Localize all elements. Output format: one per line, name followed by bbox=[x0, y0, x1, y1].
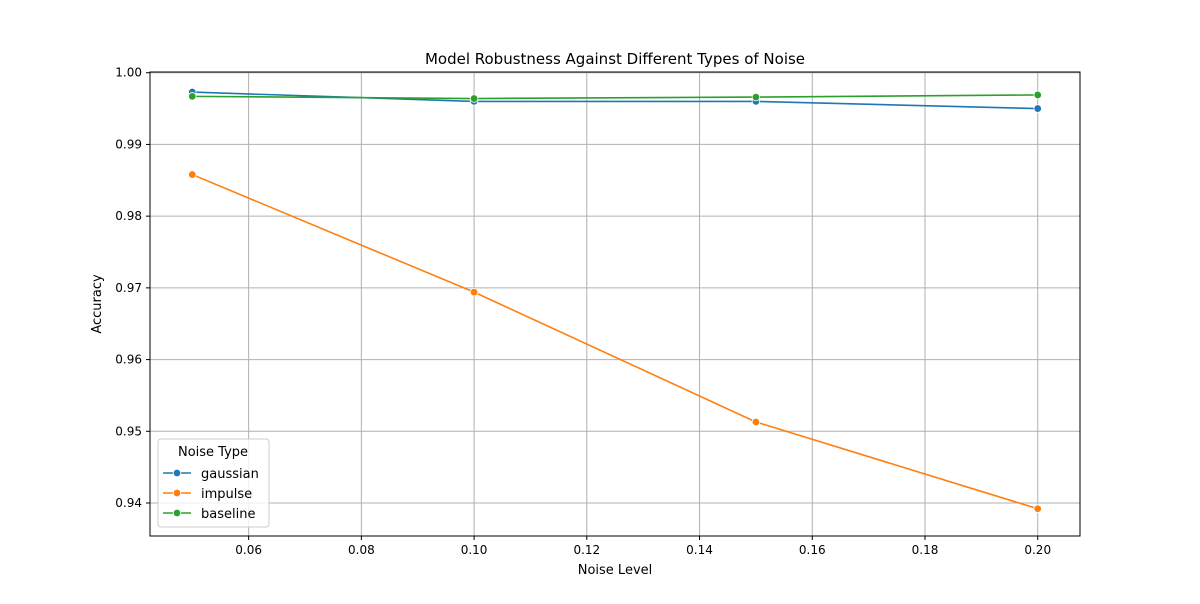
grid bbox=[150, 72, 1080, 536]
y-tick-label: 0.95 bbox=[115, 424, 142, 438]
data-point-baseline bbox=[751, 92, 761, 102]
legend: Noise Type gaussian impulse baseline bbox=[157, 438, 270, 528]
chart-title: Model Robustness Against Different Types… bbox=[425, 50, 805, 68]
series-impulse bbox=[188, 170, 1042, 513]
data-point-impulse bbox=[188, 170, 197, 179]
x-tick-label: 0.16 bbox=[799, 543, 826, 557]
y-axis-label: Accuracy bbox=[90, 274, 105, 334]
x-tick-label: 0.08 bbox=[348, 543, 375, 557]
y-tick-label: 0.98 bbox=[115, 209, 142, 223]
legend-marker-impulse bbox=[172, 488, 182, 498]
plot-frame bbox=[149, 71, 1081, 537]
y-axis: 0.94 0.95 0.96 0.97 0.98 0.99 1.00 bbox=[115, 66, 150, 510]
data-point-impulse bbox=[751, 417, 761, 427]
data-point-baseline bbox=[469, 94, 479, 103]
x-tick-label: 0.20 bbox=[1024, 543, 1051, 557]
series-group bbox=[188, 87, 1042, 513]
x-tick-label: 0.14 bbox=[686, 543, 713, 557]
y-tick-label: 0.94 bbox=[115, 496, 142, 510]
y-tick-label: 0.96 bbox=[115, 353, 142, 367]
x-tick-label: 0.06 bbox=[235, 543, 262, 557]
data-point-baseline bbox=[1033, 90, 1042, 100]
data-point-impulse bbox=[1033, 504, 1042, 513]
data-point-impulse bbox=[469, 287, 479, 297]
series-baseline bbox=[188, 90, 1042, 103]
x-axis: 0.06 0.08 0.10 0.12 0.14 0.16 0.18 0.20 bbox=[235, 536, 1051, 557]
legend-marker-baseline bbox=[172, 508, 182, 518]
y-tick-label: 0.99 bbox=[115, 137, 142, 151]
data-point-baseline bbox=[188, 92, 197, 101]
y-tick-label: 1.00 bbox=[115, 66, 142, 80]
x-axis-label: Noise Level bbox=[578, 563, 653, 578]
series-line-impulse bbox=[191, 173, 1038, 510]
legend-label-baseline: baseline bbox=[201, 507, 255, 522]
legend-title: Noise Type bbox=[178, 445, 248, 460]
legend-label-gaussian: gaussian bbox=[201, 467, 259, 482]
legend-box bbox=[157, 438, 270, 528]
x-tick-label: 0.10 bbox=[461, 543, 488, 557]
x-tick-label: 0.18 bbox=[912, 543, 939, 557]
series-line-baseline bbox=[192, 94, 1038, 100]
legend-label-impulse: impulse bbox=[201, 487, 252, 502]
data-point-gaussian bbox=[1033, 104, 1042, 113]
x-tick-label: 0.12 bbox=[573, 543, 600, 557]
y-tick-label: 0.97 bbox=[115, 281, 142, 295]
legend-marker-gaussian bbox=[172, 468, 182, 478]
